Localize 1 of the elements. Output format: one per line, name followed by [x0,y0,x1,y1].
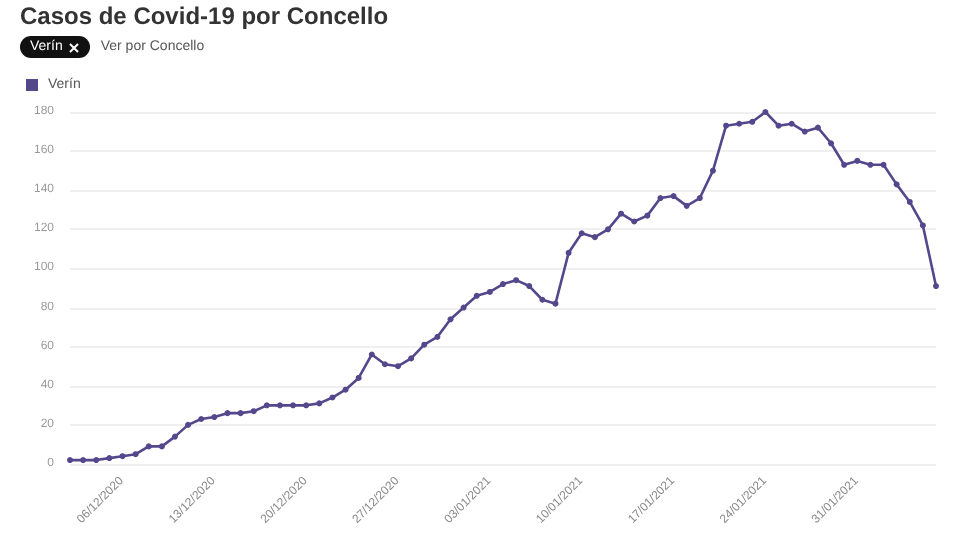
chart-title: Casos de Covid-19 por Concello [20,2,389,30]
